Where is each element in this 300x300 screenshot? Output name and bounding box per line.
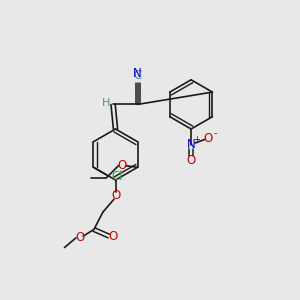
Text: O: O [117, 159, 127, 172]
Text: Cl: Cl [111, 170, 123, 183]
Text: N: N [187, 138, 196, 151]
Text: C: C [133, 69, 141, 82]
Text: O: O [111, 189, 120, 202]
Text: O: O [75, 231, 84, 244]
Text: H: H [102, 98, 111, 108]
Text: N: N [133, 67, 142, 80]
Text: -: - [213, 128, 217, 138]
Text: +: + [193, 135, 200, 144]
Text: O: O [109, 230, 118, 243]
Text: O: O [187, 154, 196, 167]
Text: O: O [204, 131, 213, 145]
